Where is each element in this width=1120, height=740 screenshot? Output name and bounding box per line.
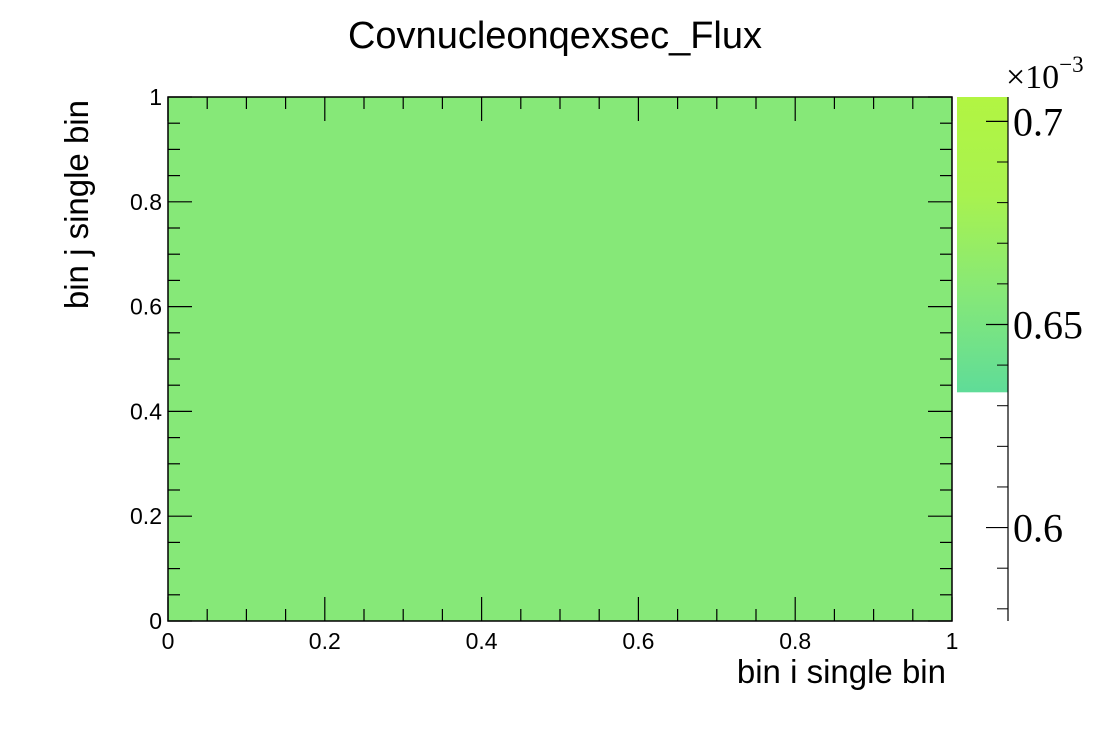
chart-title: Covnucleonqexsec_Flux	[348, 15, 762, 57]
x-tick-label: 0.4	[466, 628, 498, 654]
y-tick-label: 1	[149, 84, 162, 110]
x-axis: 0 0.2 0.4 0.6 0.8 1	[162, 97, 959, 654]
colorbar: 0.6 0.65 0.7	[957, 97, 1083, 621]
colorbar-tick-label: 0.65	[1013, 302, 1083, 347]
y-tick-label: 0.6	[130, 294, 162, 320]
y-axis: 0 0.2 0.4 0.6 0.8 1	[130, 84, 952, 634]
y-tick-label: 0.2	[130, 503, 162, 529]
colorbar-tick-label: 0.7	[1013, 99, 1063, 144]
y-tick-label: 0	[149, 608, 162, 634]
plot-area	[167, 96, 953, 622]
colorbar-exponent: −3	[1059, 52, 1083, 77]
x-tick-label: 1	[946, 628, 959, 654]
x-tick-label: 0.2	[309, 628, 341, 654]
x-tick-label: 0.8	[779, 628, 811, 654]
x-tick-label: 0.6	[622, 628, 654, 654]
y-tick-label: 0.8	[130, 189, 162, 215]
x-tick-label: 0	[162, 628, 175, 654]
y-tick-label: 0.4	[130, 398, 162, 424]
y-axis-label: bin j single bin	[58, 100, 95, 309]
colorbar-multiplier: ×10−3	[1006, 52, 1084, 96]
x-axis-label: bin i single bin	[737, 653, 946, 690]
colorbar-fill	[957, 97, 1008, 393]
colorbar-tick-label: 0.6	[1013, 506, 1063, 551]
heatmap-cell-0	[168, 97, 952, 621]
